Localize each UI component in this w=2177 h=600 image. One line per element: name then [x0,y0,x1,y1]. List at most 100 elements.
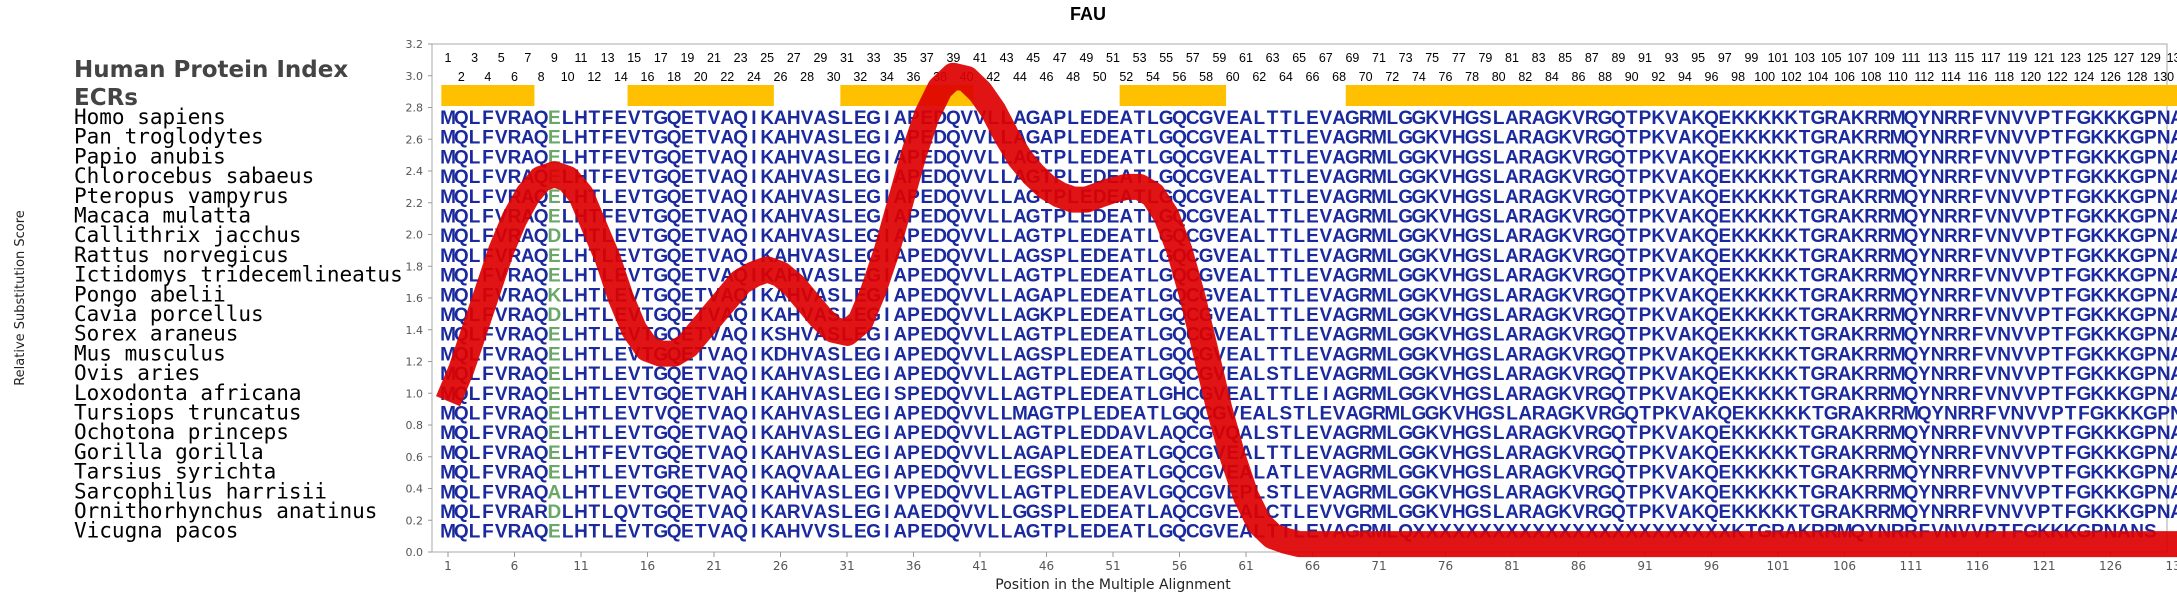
residue-letter: Q [1704,266,1719,287]
residue-letter: R [1864,187,1878,208]
residue-letter: P [2038,423,2051,444]
residue-letter: K [1784,207,1798,228]
residue-letter: K [1691,502,1705,523]
residue-letter: C [1186,128,1200,149]
residue-letter: V [1319,502,1332,523]
residue-letter: V [960,443,973,464]
residue-letter: R [1585,108,1599,129]
residue-letter: L [841,128,853,149]
residue-letter: F [1972,187,1984,208]
residue-letter: G [1545,364,1560,385]
residue-letter: T [642,246,654,267]
residue-letter: Q [534,147,549,168]
human-index-number: 63 [1266,51,1280,65]
residue-letter: A [1838,167,1852,188]
residue-letter: T [1626,443,1638,464]
residue-letter: Q [667,364,682,385]
residue-letter: V [495,128,508,149]
residue-letter: R [1585,482,1599,503]
residue-letter: V [2024,167,2037,188]
residue-letter: T [695,423,707,444]
residue-letter: T [642,128,654,149]
residue-letter: G [1159,325,1174,346]
residue-letter: K [760,522,774,543]
residue-letter: L [562,443,574,464]
residue-letter: Q [667,147,682,168]
residue-letter: M [440,187,456,208]
residue-letter: K [1558,364,1572,385]
residue-letter: G [1545,344,1560,365]
residue-letter: S [1479,147,1492,168]
residue-letter: S [827,502,840,523]
residue-letter: E [1718,344,1731,365]
residue-letter: E [1226,167,1239,188]
residue-letter: V [1452,404,1465,425]
residue-letter: Q [1704,482,1719,503]
residue-letter: V [1984,482,1997,503]
residue-letter: T [1267,266,1279,287]
residue-letter: L [1067,344,1079,365]
residue-letter: T [1799,147,1811,168]
residue-letter: K [2090,423,2104,444]
residue-letter: A [2170,187,2177,208]
residue-letter: G [1425,404,1440,425]
residue-letter: G [2077,325,2092,346]
residue-letter: V [1572,423,1585,444]
residue-letter: P [1053,443,1066,464]
residue-letter: V [1984,285,1997,306]
residue-letter: G [1345,384,1360,405]
residue-letter: K [1558,423,1572,444]
residue-letter: K [1784,443,1798,464]
residue-letter: T [588,285,600,306]
residue-letter: T [1134,325,1146,346]
residue-letter: L [469,187,481,208]
residue-letter: K [1651,226,1665,247]
residue-letter: Y [1918,325,1931,346]
residue-letter: K [1558,108,1572,129]
residue-letter: E [1306,246,1319,267]
residue-letter: A [1013,384,1027,405]
residue-letter: H [574,266,588,287]
residue-letter: V [1665,266,1678,287]
residue-letter: E [1718,482,1731,503]
residue-letter: K [1691,147,1705,168]
residue-letter: N [1931,147,1945,168]
residue-letter: F [482,463,494,484]
residue-letter: K [1745,344,1759,365]
residue-letter: K [1784,285,1798,306]
residue-letter: F [1972,325,1984,346]
residue-letter: R [1518,285,1532,306]
residue-letter: A [521,266,535,287]
residue-letter: I [884,502,889,523]
residue-letter: Y [1918,246,1931,267]
residue-letter: Y [1918,305,1931,326]
residue-letter: K [2090,147,2104,168]
residue-letter: I [884,325,889,346]
residue-letter: G [1598,344,1613,365]
residue-letter: R [1532,404,1546,425]
residue-letter: T [2051,266,2063,287]
residue-letter: A [1013,443,1027,464]
residue-letter: A [1013,325,1027,346]
residue-letter: H [574,246,588,267]
residue-letter: R [1518,128,1532,149]
residue-letter: G [1598,305,1613,326]
residue-letter: E [920,246,933,267]
residue-letter: K [1771,482,1785,503]
residue-letter: R [1864,364,1878,385]
residue-letter: A [774,187,788,208]
residue-letter: G [1398,285,1413,306]
residue-letter: K [2104,246,2118,267]
residue-letter: E [1306,266,1319,287]
residue-letter: G [653,266,668,287]
residue-letter: V [960,108,973,129]
residue-letter: G [1412,167,1427,188]
residue-letter: M [1371,384,1387,405]
residue-letter: A [1119,266,1133,287]
residue-letter: F [1972,128,1984,149]
residue-letter: K [1425,364,1439,385]
residue-letter: T [2051,226,2063,247]
residue-letter: G [2077,285,2092,306]
human-index-number: 50 [1093,70,1107,84]
